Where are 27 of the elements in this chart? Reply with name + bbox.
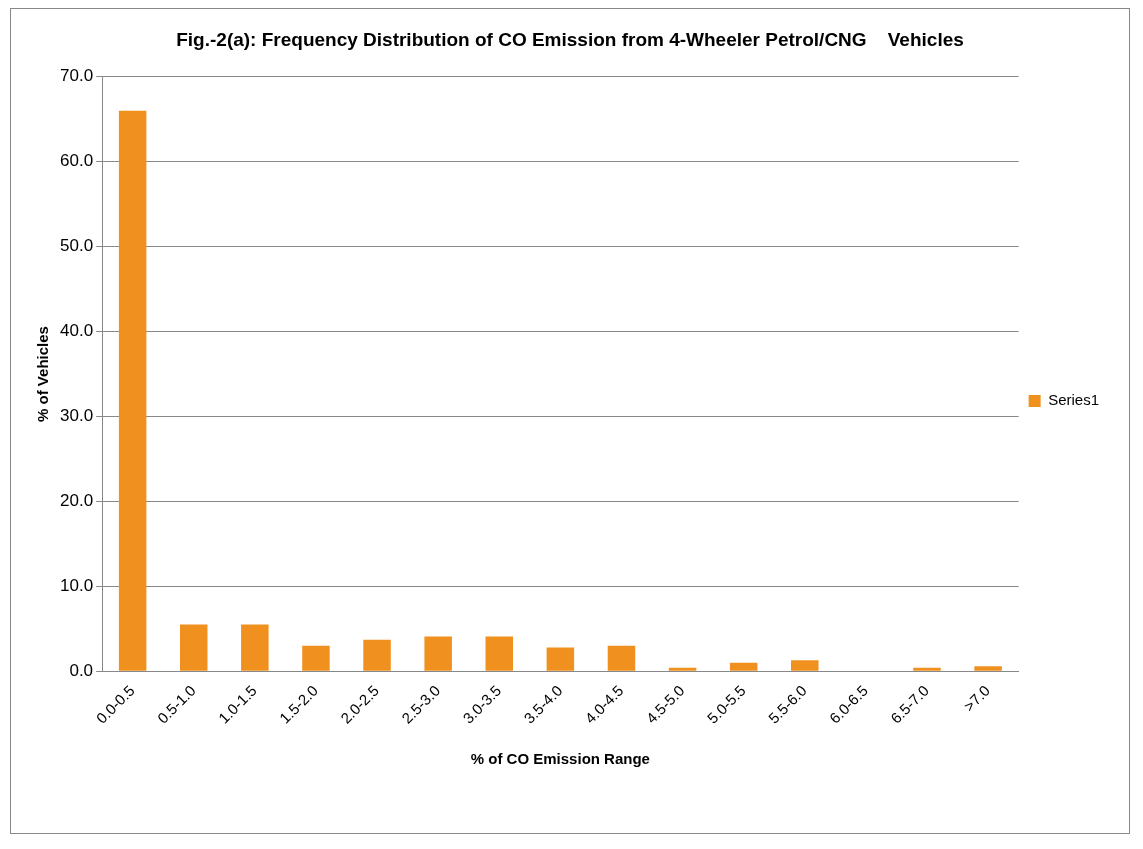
bar xyxy=(546,647,575,671)
bar xyxy=(302,645,330,671)
y-tick-label: 40.0 xyxy=(59,321,94,341)
y-tick-label: 50.0 xyxy=(59,236,94,256)
y-tick-label: 0.0 xyxy=(69,660,94,680)
bar xyxy=(179,624,208,671)
bar xyxy=(607,645,636,671)
y-axis-title: % of Vehicles xyxy=(34,326,52,422)
x-tick-label: >7.0 xyxy=(960,681,994,715)
bar xyxy=(241,624,269,671)
bar xyxy=(913,667,941,671)
y-tick-label: 20.0 xyxy=(59,491,94,511)
bar xyxy=(791,660,819,671)
legend-label: Series1 xyxy=(1048,391,1099,409)
x-axis-title: % of CO Emission Range xyxy=(470,750,650,768)
bar xyxy=(974,666,1002,671)
bar xyxy=(729,662,758,671)
chart-title: Fig.-2(a): Frequency Distribution of CO Emission from 4-Wheeler Petrol/CNG Vehicles xyxy=(176,28,964,50)
y-tick-label: 10.0 xyxy=(59,576,94,596)
y-tick-label: 70.0 xyxy=(59,66,94,86)
bar xyxy=(363,639,391,671)
y-tick-label: 60.0 xyxy=(59,151,94,171)
bar xyxy=(424,636,452,671)
bar xyxy=(668,667,697,671)
bar xyxy=(118,110,147,671)
y-tick-label: 30.0 xyxy=(59,406,94,426)
bar xyxy=(485,636,514,671)
